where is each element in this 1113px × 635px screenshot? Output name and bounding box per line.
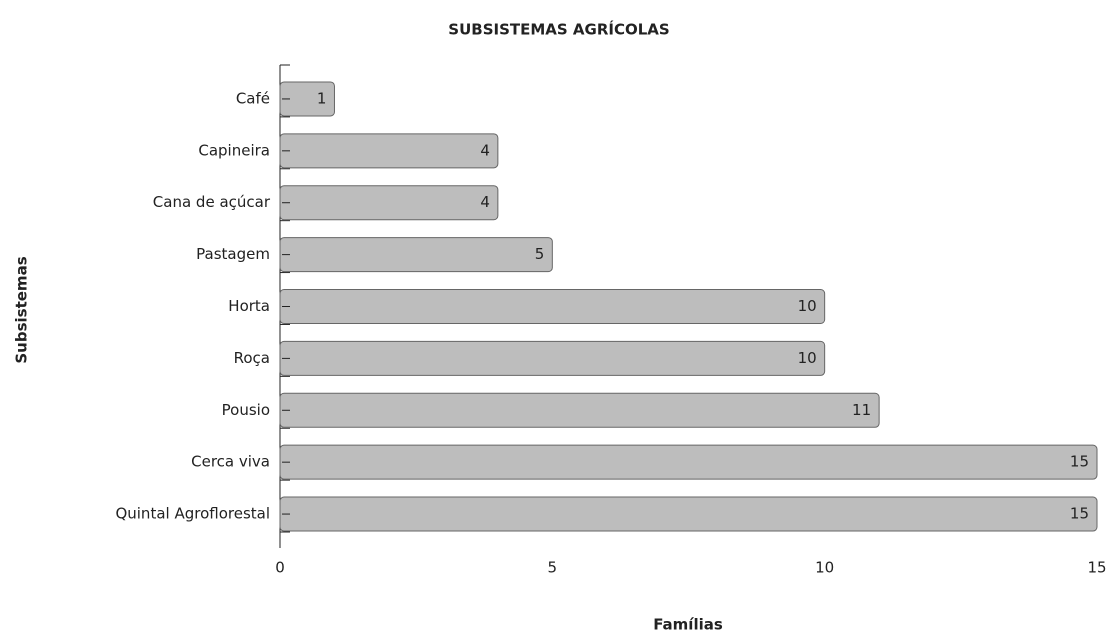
x-tick-label: 10: [815, 559, 834, 577]
data-label: 4: [480, 193, 490, 211]
bar: [279, 444, 1098, 480]
bar: [279, 392, 880, 428]
bar: [279, 289, 826, 324]
bar: [279, 185, 499, 221]
data-label: 4: [480, 141, 490, 159]
y-tick-label: Pousio: [222, 401, 270, 419]
y-axis-label: Subsistemas: [13, 256, 31, 363]
data-label: 15: [1070, 453, 1089, 471]
y-tick-label: Cana de açúcar: [153, 193, 271, 211]
y-tick-label: Capineira: [198, 141, 270, 159]
x-tick-label: 0: [275, 559, 285, 577]
data-label: 5: [535, 245, 545, 263]
y-tick-label: Roça: [234, 349, 270, 367]
y-tick-label: Cerca viva: [191, 453, 270, 471]
x-axis-label: Famílias: [653, 616, 723, 634]
bar: [279, 81, 335, 117]
data-label: 15: [1070, 505, 1089, 523]
data-label: 10: [798, 349, 817, 367]
y-tick-label: Quintal Agroflorestal: [115, 505, 270, 523]
data-label: 11: [852, 401, 871, 419]
y-tick-label: Horta: [228, 297, 270, 315]
bar: [279, 340, 826, 376]
x-tick-label: 5: [548, 559, 558, 577]
y-tick-label: Pastagem: [196, 245, 270, 263]
data-label: 10: [798, 297, 817, 315]
chart-title: SUBSISTEMAS AGRÍCOLAS: [448, 20, 669, 39]
data-label: 1: [317, 89, 327, 107]
y-tick-label: Café: [236, 89, 270, 107]
bar: [279, 133, 499, 169]
x-tick-label: 15: [1087, 559, 1106, 577]
bar: [279, 496, 1098, 532]
bar: [279, 237, 553, 273]
